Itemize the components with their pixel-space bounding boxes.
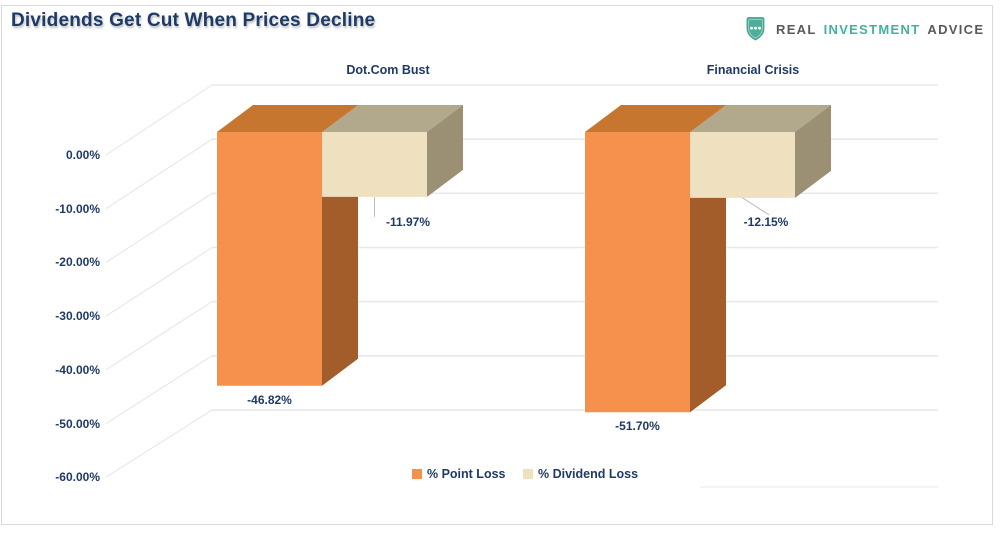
brand-word-advice: ADVICE (927, 21, 985, 37)
chart-title: Dividends Get Cut When Prices Decline (11, 10, 376, 31)
y-tick-label: 0.00% (65, 148, 100, 162)
brand-shield-icon (746, 17, 765, 41)
legend-swatch-point-loss (412, 469, 422, 479)
bar-dividend-loss-dot-com-bust (322, 105, 463, 197)
legend-item-dividend-loss: % Dividend Loss (523, 467, 638, 481)
category-label-dotcom-bust: Dot.Com Bust (346, 63, 430, 77)
y-tick-label: -50.00% (55, 416, 100, 431)
legend-swatch-dividend-loss (523, 469, 533, 479)
brand-word-investment: INVESTMENT (823, 21, 921, 37)
data-label-point-loss-dotcom: -46.82% (247, 392, 292, 407)
y-tick-label: -20.00% (55, 255, 100, 270)
data-label-dividend-loss-financial: -12.15% (743, 215, 789, 229)
bar-dividend-loss-financial-crisis (690, 105, 831, 198)
brand-word-real: REAL (776, 21, 817, 37)
y-axis-labels: 0.00% -10.00% -20.00% -30.00% -40.00% -5… (0, 0, 100, 534)
y-tick-label: -40.00% (55, 362, 100, 377)
legend-label-point-loss: % Point Loss (427, 467, 506, 481)
axis-depth-ticks (105, 84, 213, 478)
y-tick-label: -60.00% (55, 470, 100, 485)
data-label-point-loss-financial: -51.70% (615, 419, 660, 434)
y-tick-label: -30.00% (55, 309, 100, 324)
y-tick-label: -10.00% (55, 201, 100, 216)
legend-item-point-loss: % Point Loss (412, 467, 505, 481)
legend-label-dividend-loss: % Dividend Loss (538, 467, 639, 481)
brand-logo: REAL INVESTMENT ADVICE (744, 16, 984, 42)
callout-dividend-financial (742, 197, 770, 216)
category-label-financial-crisis: Financial Crisis (706, 63, 800, 77)
data-label-dividend-loss-dotcom: -11.97% (385, 215, 431, 229)
